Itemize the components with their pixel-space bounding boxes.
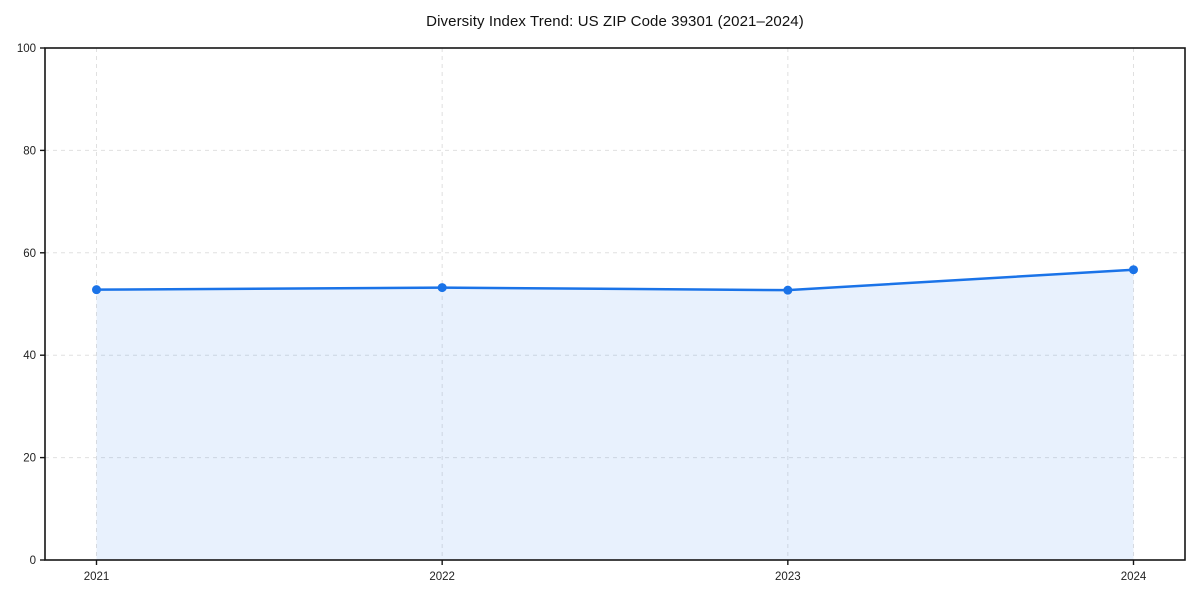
y-tick-label: 20 [23,453,36,465]
chart-title: Diversity Index Trend: US ZIP Code 39301… [426,13,804,30]
plot-border [44,47,1186,561]
area-fill [96,269,1134,560]
data-point [437,283,447,293]
data-point [92,285,101,295]
trend-line [95,268,1135,292]
x-tick-label: 2022 [429,571,455,583]
data-point [1129,265,1138,275]
y-tick-label: 80 [23,145,36,157]
y-tick-label: 100 [17,43,36,55]
data-point [783,285,793,295]
x-tick-label: 2024 [1121,571,1147,583]
y-tick-label: 60 [23,248,36,260]
x-tick-label: 2021 [84,571,110,583]
x-tick-label: 2023 [775,571,801,583]
y-tick-label: 0 [30,555,36,567]
y-tick-label: 40 [23,350,36,362]
